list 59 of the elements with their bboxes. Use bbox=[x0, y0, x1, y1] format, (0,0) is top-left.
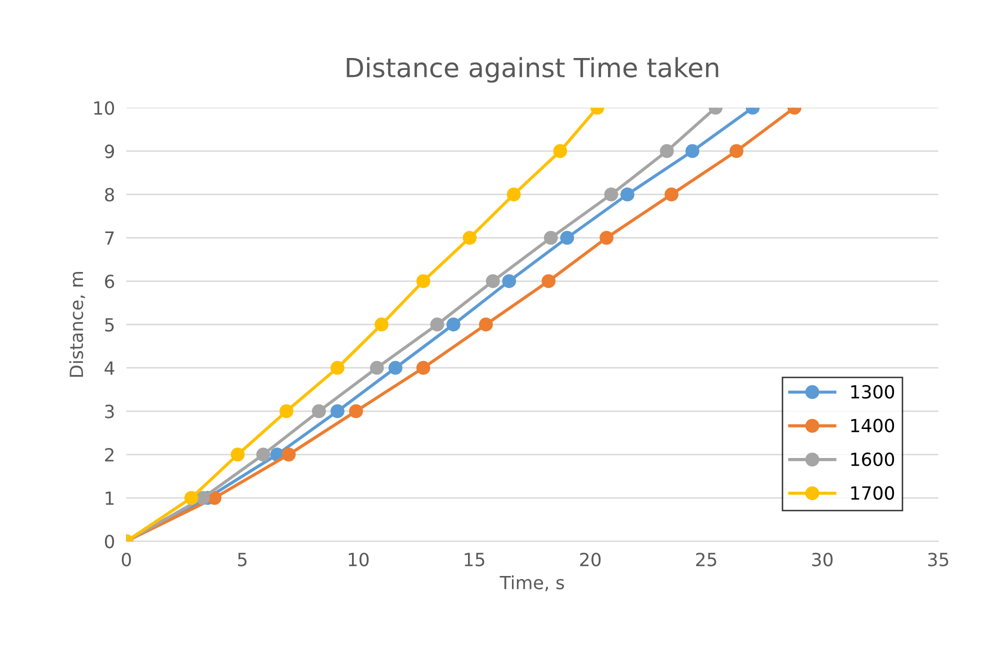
point bbox=[502, 274, 516, 288]
point bbox=[196, 490, 210, 505]
y-tick-label: 3 bbox=[105, 404, 114, 418]
x-tick-label: 25 bbox=[696, 552, 716, 566]
x-tick-label: 35 bbox=[928, 552, 948, 566]
point bbox=[349, 404, 363, 418]
y-tick-label: 6 bbox=[105, 274, 114, 288]
point bbox=[430, 318, 444, 332]
x-tick-label: 10 bbox=[348, 552, 369, 566]
legend-label: 1600 bbox=[851, 452, 894, 466]
x-tick-label: 20 bbox=[580, 552, 601, 566]
y-tick-label: 2 bbox=[105, 448, 114, 462]
point bbox=[416, 274, 430, 288]
y-tick-label: 0 bbox=[104, 534, 114, 548]
point bbox=[730, 144, 744, 158]
point bbox=[462, 230, 477, 245]
point bbox=[486, 274, 500, 288]
point bbox=[604, 187, 618, 202]
point bbox=[544, 230, 558, 245]
point bbox=[388, 360, 402, 375]
point bbox=[256, 448, 270, 462]
y-tick-label: 10 bbox=[94, 101, 114, 115]
legend-label: 1400 bbox=[851, 418, 894, 432]
legend-label: 1700 bbox=[851, 486, 894, 500]
y-tick-label: 7 bbox=[105, 231, 114, 245]
y-tick-label: 5 bbox=[105, 318, 114, 332]
point bbox=[230, 448, 245, 462]
point bbox=[416, 360, 430, 375]
point bbox=[374, 318, 388, 332]
x-tick-label: 15 bbox=[464, 552, 484, 566]
point bbox=[660, 144, 674, 158]
point bbox=[542, 274, 556, 288]
point bbox=[600, 230, 614, 245]
point bbox=[685, 144, 700, 158]
chart-title: Distance against Time taken bbox=[346, 57, 718, 83]
point bbox=[506, 187, 521, 202]
point bbox=[282, 448, 296, 462]
point bbox=[279, 404, 294, 418]
y-axis-title: Distance, m bbox=[69, 272, 86, 377]
point bbox=[370, 360, 384, 375]
x-tick-label: 0 bbox=[122, 552, 131, 566]
point bbox=[184, 490, 198, 505]
legend-label: 1300 bbox=[851, 385, 894, 399]
y-tick-label: 8 bbox=[104, 188, 114, 202]
point bbox=[620, 187, 634, 202]
point bbox=[560, 230, 574, 245]
point bbox=[330, 404, 344, 418]
x-tick-label: 5 bbox=[238, 552, 247, 566]
x-axis-title: Time, s bbox=[500, 575, 564, 592]
y-tick-label: 4 bbox=[104, 362, 114, 375]
point bbox=[312, 404, 326, 418]
y-tick-label: 9 bbox=[104, 144, 114, 158]
point bbox=[330, 360, 344, 375]
y-tick-label: 1 bbox=[106, 492, 114, 505]
point bbox=[553, 144, 568, 158]
point bbox=[446, 318, 460, 332]
point bbox=[478, 318, 493, 332]
point bbox=[664, 187, 678, 202]
x-tick-label: 30 bbox=[812, 552, 833, 566]
